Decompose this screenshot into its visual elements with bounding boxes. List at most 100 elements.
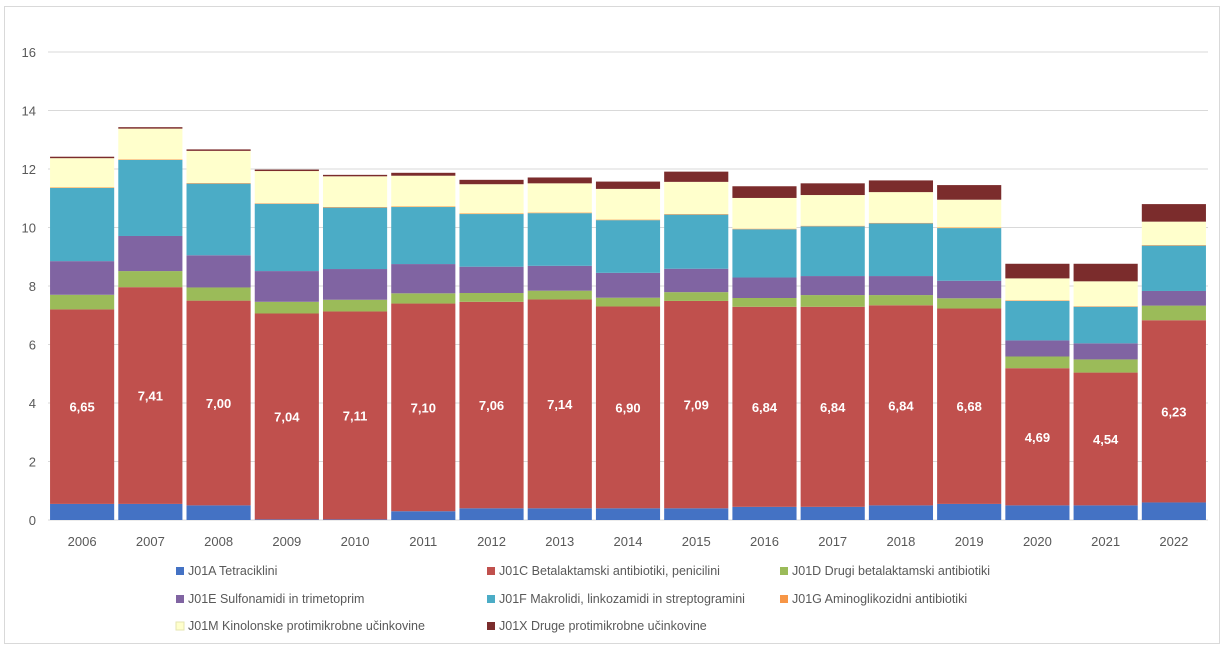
legend-label: J01X Druge protimikrobne učinkovine [499, 619, 707, 633]
bar-segment-2013-s6 [527, 183, 592, 213]
bar-segment-2009-s4 [254, 203, 319, 272]
bar-segment-2012-s0 [459, 508, 524, 520]
bars [50, 127, 1206, 520]
x-tick-label-2006: 2006 [68, 534, 97, 549]
data-label-2014: 6,90 [615, 400, 640, 415]
bar-segment-2012-s2 [459, 293, 524, 302]
bar-segment-2009-s0 [254, 519, 319, 520]
x-tick-label-2008: 2008 [204, 534, 233, 549]
bar-segment-2016-s3 [732, 277, 797, 298]
bar-segment-2008-s3 [186, 255, 251, 288]
y-axis: 0 2 4 6 8 10 12 14 16 [22, 45, 36, 528]
bar-segment-2011-s4 [391, 207, 456, 265]
bar-segment-2017-s3 [800, 276, 865, 296]
bar-segment-2008-s7 [186, 149, 251, 151]
bar-segment-2009-s2 [254, 301, 319, 314]
legend-swatch [487, 567, 495, 575]
bar-segment-2022-s7 [1141, 204, 1206, 222]
x-tick-label-2017: 2017 [818, 534, 847, 549]
bar-segment-2017-s1 [800, 306, 865, 507]
bar-segment-2018-s7 [868, 180, 934, 193]
bar-segment-2014-s3 [595, 272, 661, 298]
data-label-2016: 6,84 [752, 400, 778, 415]
bar-segment-2019-s2 [937, 298, 1002, 309]
bar-segment-2012-s3 [459, 266, 524, 294]
x-tick-label-2015: 2015 [682, 534, 711, 549]
bar-segment-2022-s5 [1141, 245, 1206, 246]
bar-segment-2016-s0 [732, 506, 797, 520]
bar-segment-2010-s5 [322, 207, 388, 208]
x-tick-label-2019: 2019 [955, 534, 984, 549]
bar-segment-2006-s2 [50, 294, 115, 310]
bar-segment-2019-s3 [937, 280, 1002, 299]
bar-segment-2022-s3 [1141, 290, 1206, 306]
bar-segment-2014-s7 [595, 181, 661, 189]
bar-segment-2015-s2 [664, 292, 729, 301]
bar-segment-2016-s4 [732, 229, 797, 278]
bar-segment-2011-s3 [391, 264, 456, 294]
bar-segment-2019-s7 [937, 185, 1002, 200]
bar-segment-2018-s1 [868, 305, 934, 506]
bar-segment-2009-s3 [254, 271, 319, 302]
bar-segment-2007-s4 [118, 159, 183, 236]
bar-segment-2019-s4 [937, 228, 1002, 281]
data-label-2006: 6,65 [69, 400, 94, 415]
bar-segment-2014-s0 [595, 508, 661, 520]
bar-segment-2022-s1 [1141, 320, 1206, 503]
legend-swatch [487, 622, 495, 630]
bar-segment-2009-s5 [254, 203, 319, 204]
bar-segment-2018-s2 [868, 295, 934, 306]
legend-label: J01E Sulfonamidi in trimetoprim [188, 592, 364, 606]
bar-segment-2020-s5 [1005, 300, 1070, 301]
bar-segment-2014-s1 [595, 306, 661, 509]
bar-segment-2015-s6 [664, 181, 729, 215]
bar-segment-2011-s5 [391, 206, 456, 208]
data-label-2019: 6,68 [957, 399, 982, 414]
x-tick-label-2007: 2007 [136, 534, 165, 549]
bar-segment-2011-s6 [391, 175, 456, 207]
data-label-2017: 6,84 [820, 400, 846, 415]
bar-segment-2008-s6 [186, 150, 251, 184]
bar-segment-2019-s0 [937, 503, 1002, 520]
bar-segment-2016-s1 [732, 306, 797, 507]
data-label-2008: 7,00 [206, 396, 231, 411]
bar-segment-2015-s5 [664, 214, 729, 215]
data-label-2011: 7,10 [411, 400, 436, 415]
bar-segment-2017-s5 [800, 225, 865, 227]
bar-segment-2010-s1 [322, 311, 388, 520]
legend-item-5: J01G Aminoglikozidni antibiotiki [780, 592, 967, 606]
legend-label: J01F Makrolidi, linkozamidi in streptogr… [499, 592, 745, 606]
bar-segment-2014-s5 [595, 219, 661, 221]
bar-segment-2018-s5 [868, 222, 934, 224]
bar-segment-2017-s4 [800, 226, 865, 277]
y-tick-label: 0 [29, 513, 36, 528]
bar-segment-2021-s1 [1073, 372, 1138, 506]
bar-segment-2021-s3 [1073, 343, 1138, 360]
y-tick-label: 2 [29, 455, 36, 470]
legend-item-0: J01A Tetraciklini [176, 564, 277, 578]
bar-segment-2008-s0 [186, 505, 251, 520]
bar-segment-2020-s3 [1005, 340, 1070, 357]
y-tick-label: 16 [22, 45, 36, 60]
bar-segment-2021-s0 [1073, 505, 1138, 520]
bar-segment-2010-s3 [322, 269, 388, 300]
bar-segment-2015-s0 [664, 508, 729, 520]
y-tick-label: 6 [29, 338, 36, 353]
bar-segment-2015-s1 [664, 300, 729, 509]
bar-segment-2009-s1 [254, 313, 319, 520]
bar-segment-2008-s4 [186, 183, 251, 256]
bar-segment-2017-s6 [800, 195, 865, 226]
bar-segment-2008-s5 [186, 183, 251, 184]
bar-segment-2011-s2 [391, 293, 456, 304]
x-tick-label-2020: 2020 [1023, 534, 1052, 549]
bar-segment-2011-s0 [391, 511, 456, 520]
bar-segment-2012-s1 [459, 301, 524, 509]
bar-segment-2020-s2 [1005, 356, 1070, 369]
legend-swatch [487, 595, 495, 603]
data-labels: 6,65 7,41 7,00 7,04 7,11 7,10 7,06 7,14 6,90 7,09… [69, 389, 1186, 447]
bar-segment-2007-s6 [118, 128, 183, 160]
bar-segment-2022-s2 [1141, 305, 1206, 321]
bar-segment-2007-s0 [118, 503, 183, 520]
bar-segment-2020-s6 [1005, 278, 1070, 301]
